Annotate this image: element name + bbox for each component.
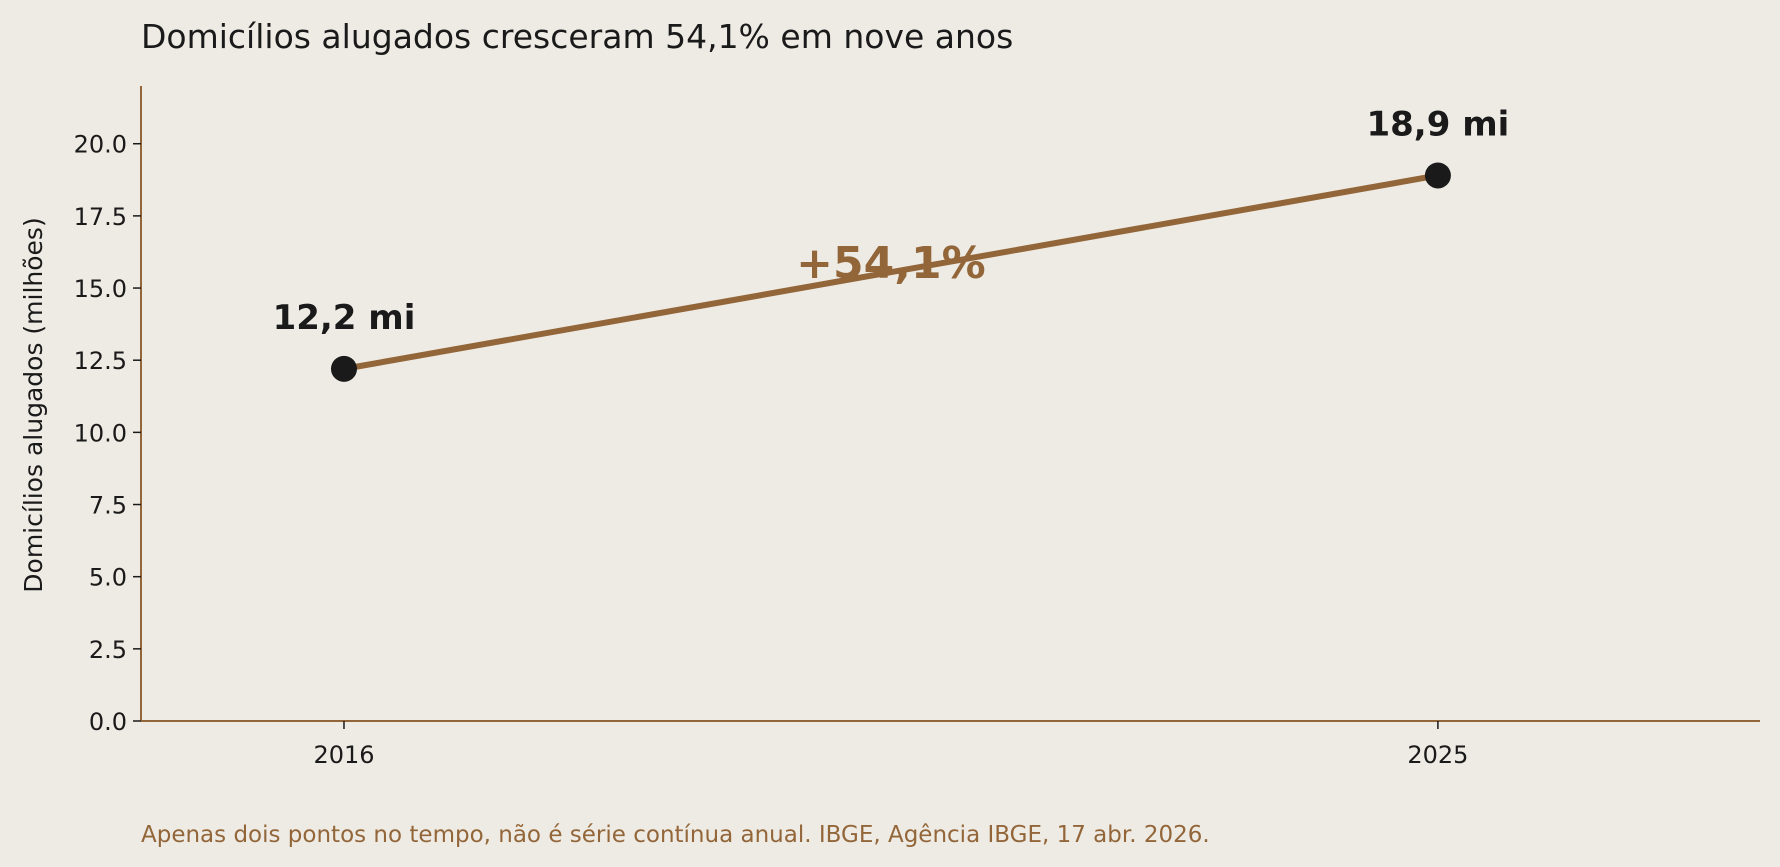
data-label: 12,2 mi <box>273 298 416 338</box>
series-line <box>340 172 1441 372</box>
y-tick-label: 20.0 <box>74 131 127 159</box>
y-tick-label: 0.0 <box>89 708 127 736</box>
y-axis-label: Domicílios alugados (milhões) <box>19 217 48 592</box>
chart-title: Domicílios alugados cresceram 54,1% em n… <box>141 17 1013 56</box>
y-tick-label: 17.5 <box>74 203 127 231</box>
data-point <box>1424 162 1451 189</box>
x-tick-label: 2016 <box>313 741 374 769</box>
x-tick-label: 2025 <box>1407 741 1468 769</box>
y-tick-label: 7.5 <box>89 492 127 520</box>
footnote: Apenas dois pontos no tempo, não é série… <box>141 822 1210 848</box>
y-tick-label: 2.5 <box>89 636 127 664</box>
data-point <box>330 355 357 382</box>
change-annotation: +54,1% <box>796 238 986 289</box>
y-tick-label: 5.0 <box>89 564 127 592</box>
y-tick-label: 12.5 <box>74 347 127 375</box>
plot-area: 0.0 2.5 5.0 7.5 10.0 12.5 15.0 17.5 20.0 2016 2025… <box>74 86 1760 769</box>
y-tick-label: 15.0 <box>74 275 127 303</box>
data-label: 18,9 mi <box>1366 104 1509 144</box>
y-tick-label: 10.0 <box>74 419 127 447</box>
